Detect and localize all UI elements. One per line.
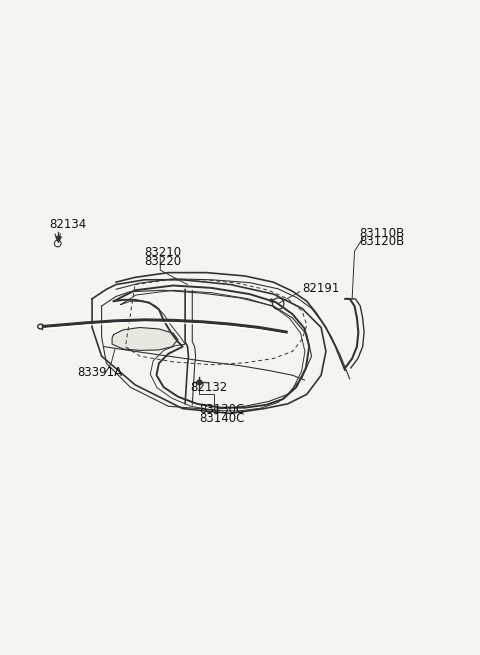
Text: 82134: 82134 <box>49 217 86 231</box>
Text: 83391A: 83391A <box>78 366 123 379</box>
Text: 83210: 83210 <box>144 246 182 259</box>
Text: 83220: 83220 <box>144 255 182 267</box>
Text: 83130C: 83130C <box>199 403 245 417</box>
Point <box>268 295 276 305</box>
Text: 83120B: 83120B <box>360 235 405 248</box>
Polygon shape <box>112 328 178 350</box>
Text: 82132: 82132 <box>190 381 227 394</box>
Point <box>54 234 61 244</box>
Circle shape <box>197 380 202 384</box>
Text: 83110B: 83110B <box>360 227 405 240</box>
Text: 82191: 82191 <box>302 282 339 295</box>
Text: 83140C: 83140C <box>199 411 245 424</box>
